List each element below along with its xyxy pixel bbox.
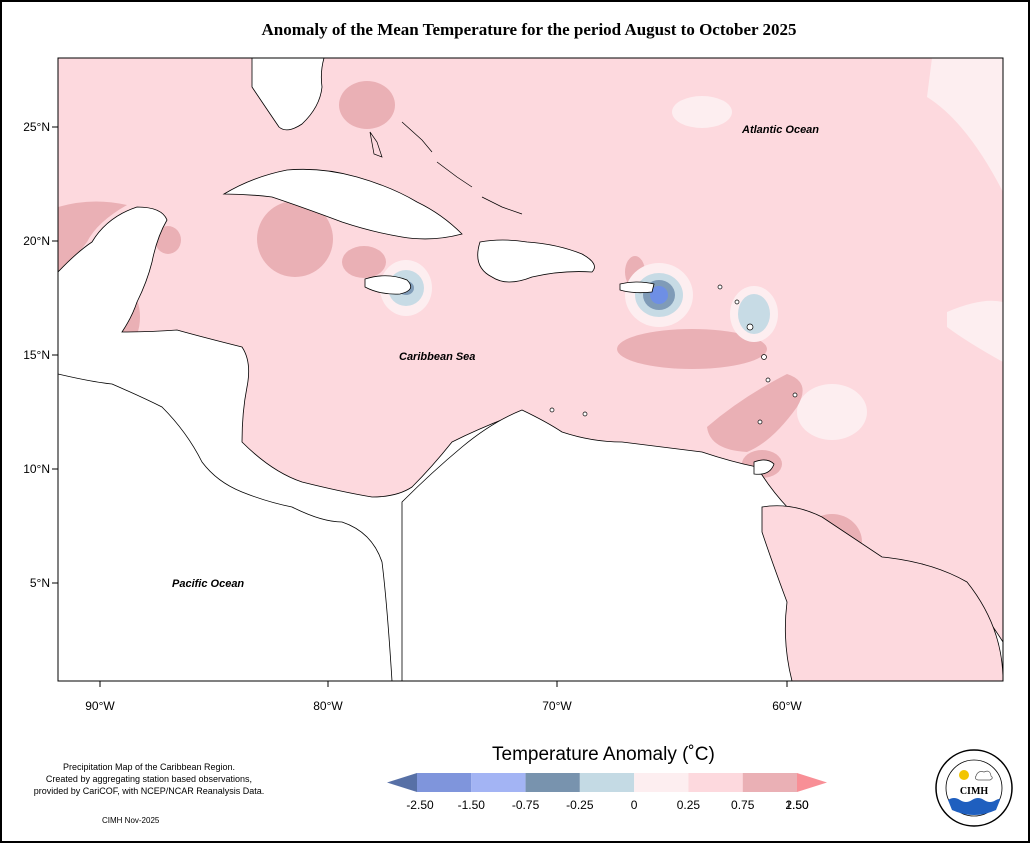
- legend-tick-label: 0.75: [731, 798, 755, 812]
- cool-anomaly-patch: [738, 294, 770, 334]
- logo-text: CIMH: [960, 786, 989, 797]
- warm-anomaly-patch: [342, 246, 386, 278]
- neutral-anomaly-patch: [672, 96, 732, 128]
- legend-color-cell: [688, 773, 743, 792]
- lon-label: 70°W: [542, 699, 572, 713]
- land-jamaica: [364, 275, 412, 295]
- land-bahamas: [481, 196, 523, 215]
- lon-label: 80°W: [313, 699, 343, 713]
- lat-axis: 25°N 20°N 15°N 10°N 5°N: [23, 120, 58, 590]
- land-bahamas: [369, 131, 383, 158]
- legend-tick-label: -2.50: [406, 798, 434, 812]
- legend-color-cell: [742, 773, 797, 792]
- cool-anomaly-patch: [650, 286, 668, 304]
- legend-color-cell: [417, 773, 472, 792]
- lat-label: 5°N: [30, 576, 50, 590]
- lat-label: 25°N: [23, 120, 50, 134]
- map-border: [57, 57, 1004, 682]
- land-florida: [251, 58, 325, 131]
- legend-tick-label: 2.50: [785, 798, 809, 812]
- warm-anomaly-patch: [58, 201, 127, 272]
- warm-anomaly-patch: [339, 81, 395, 129]
- land-bahamas: [436, 161, 473, 188]
- land-bahamas: [401, 121, 433, 153]
- legend-title: Temperature Anomaly (˚C): [492, 744, 715, 765]
- land-puerto-rico: [619, 281, 655, 294]
- warm-anomaly-patch: [617, 329, 767, 369]
- lat-label: 20°N: [23, 234, 50, 248]
- map-title: Anomaly of the Mean Temperature for the …: [261, 20, 797, 39]
- lon-label: 60°W: [772, 699, 802, 713]
- credits-line: Created by aggregating station based obs…: [45, 774, 253, 784]
- legend-tick-label: -1.50: [458, 798, 486, 812]
- warm-anomaly-patch: [155, 226, 181, 254]
- credits-line: provided by CariCOF, with NCEP/NCAR Rean…: [33, 786, 265, 796]
- legend-tick-label: -0.75: [512, 798, 540, 812]
- ocean-label-caribbean: Caribbean Sea: [399, 351, 475, 363]
- legend-tick-label: 0: [631, 798, 638, 812]
- land-guianas: [761, 505, 1003, 681]
- ocean-label-pacific: Pacific Ocean: [172, 578, 244, 590]
- legend-arrow-left: [387, 773, 417, 792]
- legend-tick-label: -0.25: [566, 798, 594, 812]
- neutral-anomaly-patch: [797, 384, 867, 440]
- legend-arrow-right: [797, 773, 827, 792]
- credits-date: CIMH Nov-2025: [102, 816, 160, 825]
- legend-color-cell: [471, 773, 526, 792]
- legend-color-cell: [634, 773, 689, 792]
- warm-anomaly-patch: [707, 374, 803, 452]
- cloud-icon: [974, 770, 993, 781]
- lat-label: 10°N: [23, 462, 50, 476]
- legend-tick-label: 1.50: [785, 798, 809, 812]
- land-pacific-coast: [58, 373, 393, 681]
- neutral-anomaly-patch: [927, 58, 1003, 192]
- credits-line: Precipitation Map of the Caribbean Regio…: [62, 762, 236, 772]
- land-trinidad: [753, 459, 775, 475]
- land-cuba: [222, 168, 463, 240]
- cimh-logo: CIMH: [935, 749, 1013, 827]
- neutral-anomaly-patch: [947, 300, 1003, 362]
- legend-color-cell: [579, 773, 635, 792]
- legend-color-cell: [525, 773, 580, 792]
- lat-label: 15°N: [23, 348, 50, 362]
- sun-icon: [959, 770, 969, 780]
- ocean-label-atlantic: Atlantic Ocean: [741, 124, 819, 136]
- legend-tick-label: 0.25: [677, 798, 701, 812]
- credits-text: Precipitation Map of the Caribbean Regio…: [6, 761, 292, 797]
- lon-label: 90°W: [85, 699, 115, 713]
- warm-anomaly-patch: [257, 201, 333, 277]
- wave-icon: [948, 798, 1000, 815]
- land-hispaniola: [477, 239, 595, 283]
- legend-colorbar: -2.50 -1.50 -0.75 -0.25 0 0.25 0.75 1.502.50: [387, 773, 827, 812]
- lon-axis: 90°W 80°W 70°W 60°W: [85, 681, 802, 713]
